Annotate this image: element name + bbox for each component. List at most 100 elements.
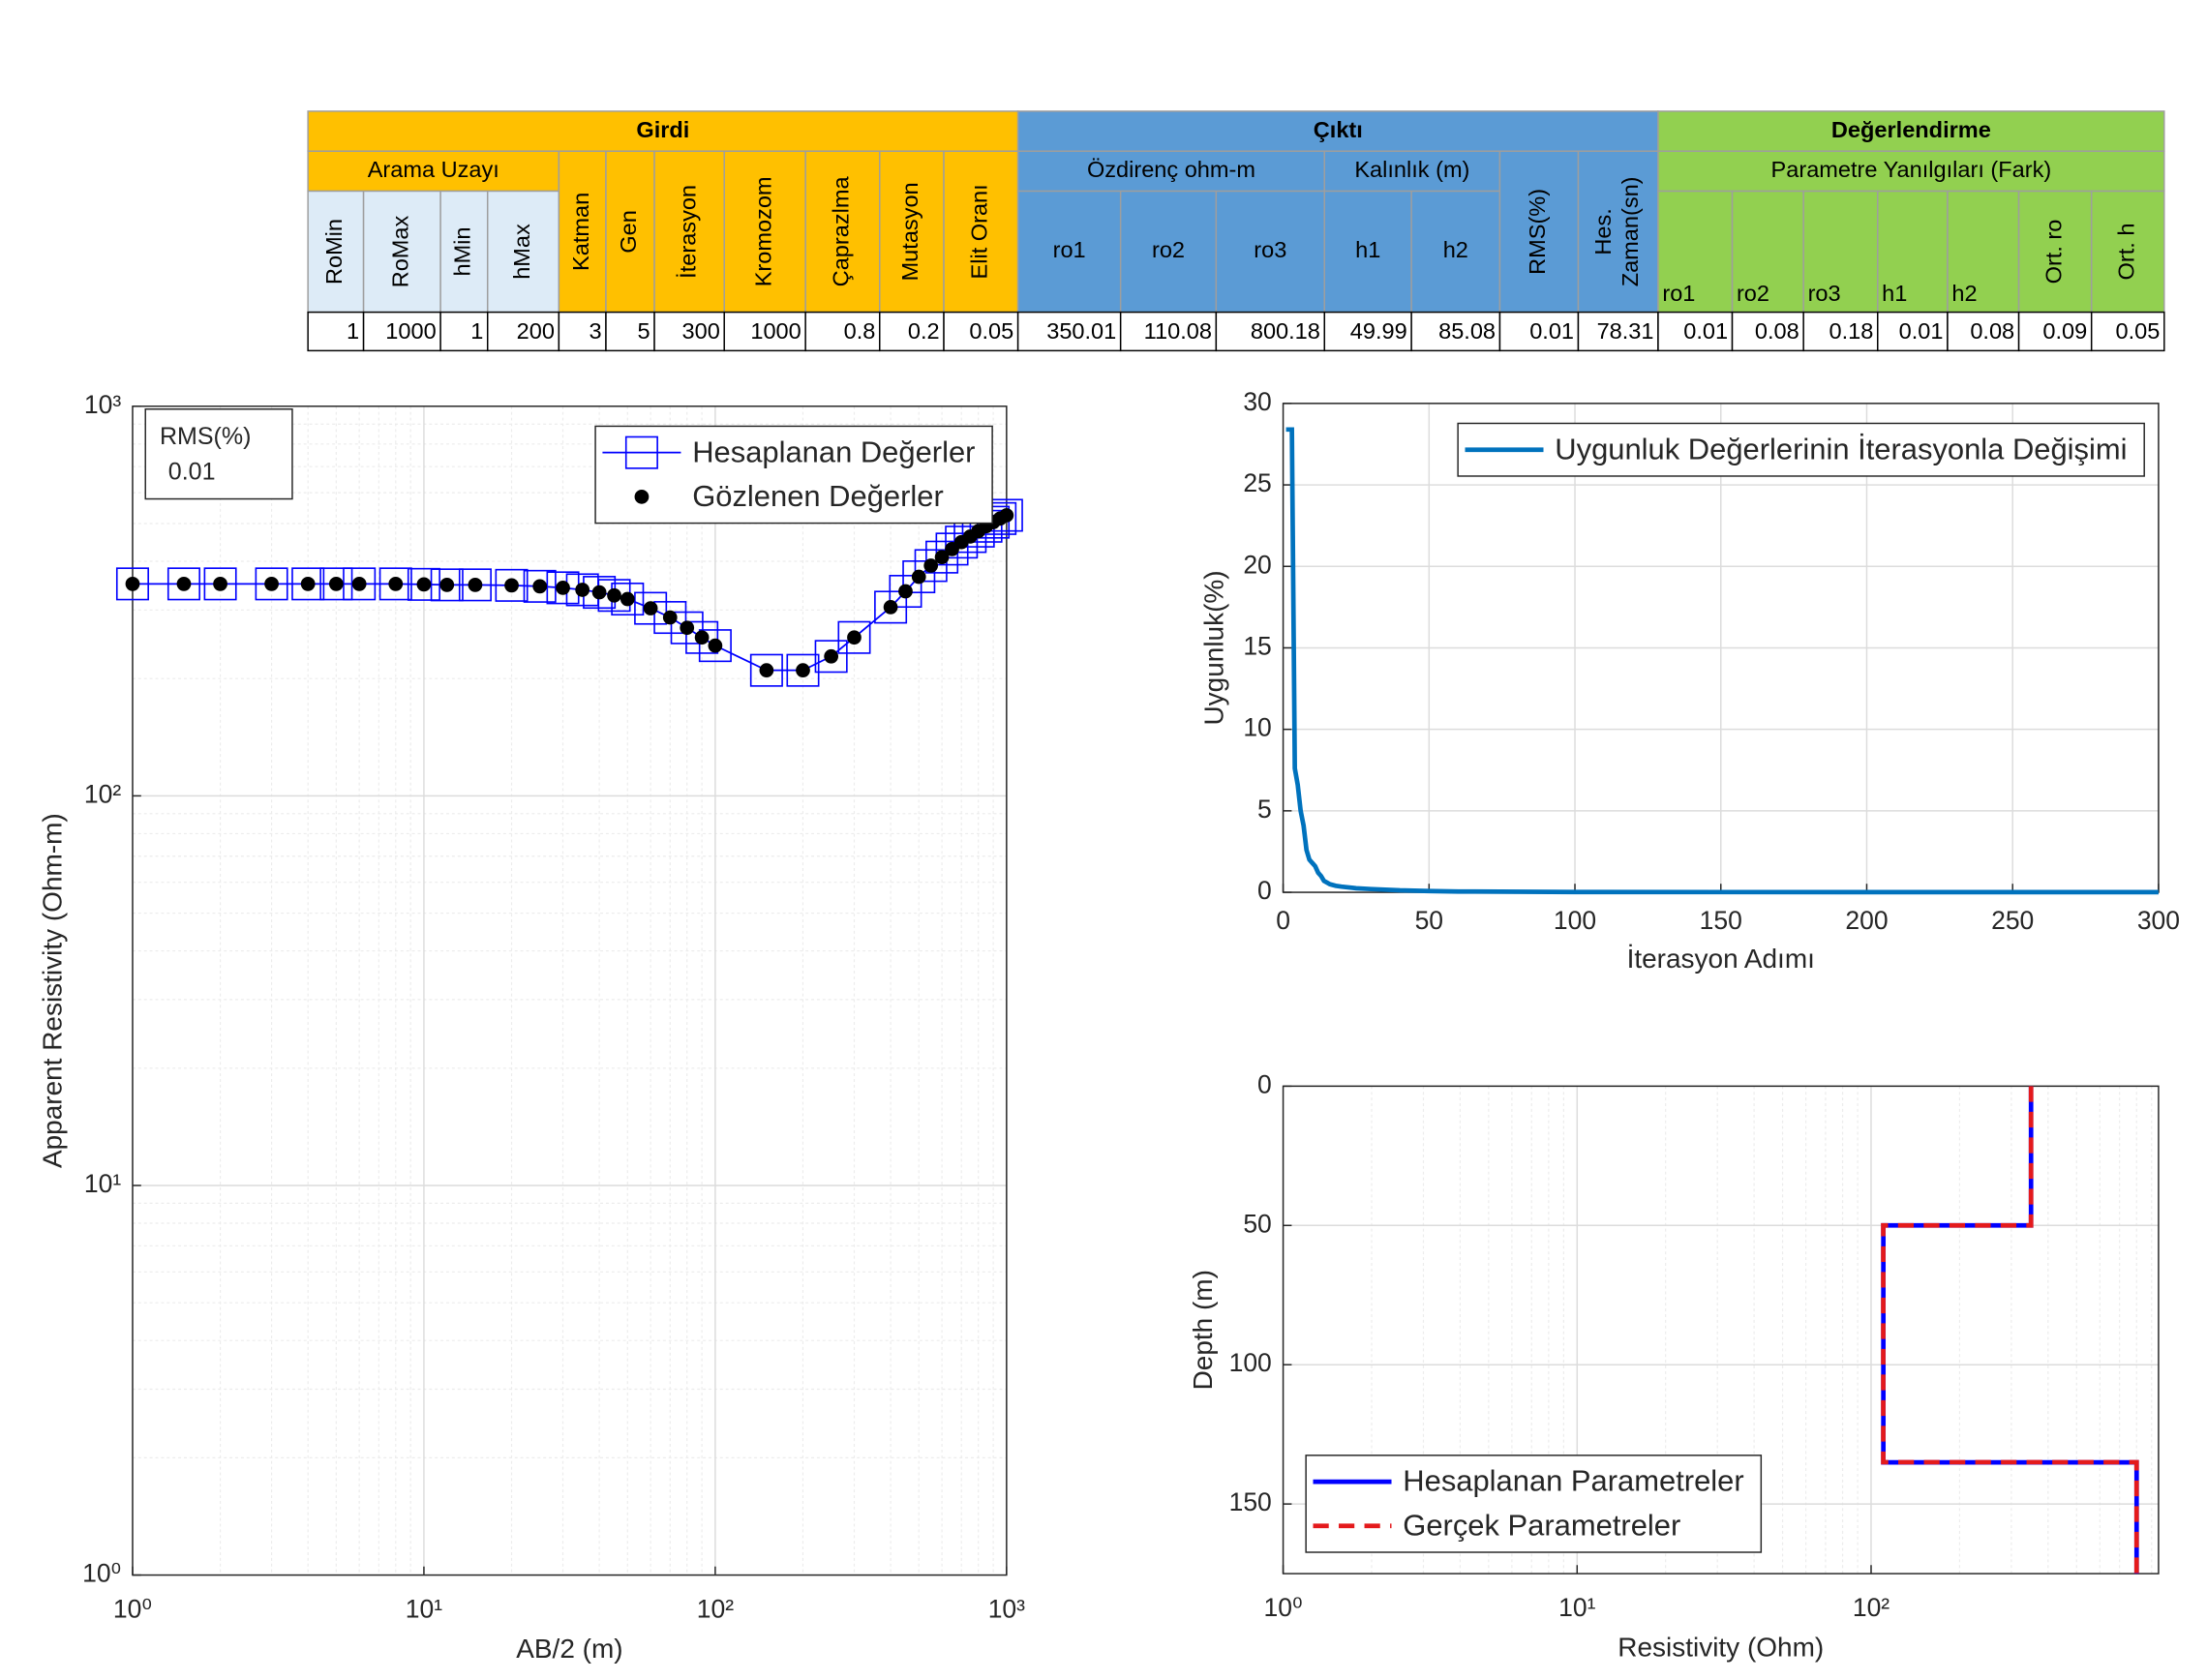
dot-marker xyxy=(796,663,810,678)
column-header: h2 xyxy=(1443,237,1468,262)
dot-marker xyxy=(680,620,695,636)
x-tick-label: 10¹ xyxy=(406,1594,442,1623)
column-header: Ort. ro xyxy=(2041,220,2066,285)
dot-marker xyxy=(575,583,590,597)
square-marker xyxy=(698,629,732,663)
x-tick-label: 150 xyxy=(1700,906,1742,935)
table-cell xyxy=(879,311,945,352)
table-cell xyxy=(558,150,607,314)
table-cell xyxy=(1731,190,1804,314)
legend-swatch xyxy=(634,489,650,504)
column-header: Kromozom xyxy=(750,176,775,286)
chart: 10⁰ 10¹ 10² 10³ 10⁰ 10¹ 10² 10³ AB/2 (m) Apparent… xyxy=(37,390,1025,1664)
axes-box xyxy=(132,405,1008,1576)
table-value: 0.08 xyxy=(1970,318,2014,344)
y-tick-label: 50 xyxy=(1243,1209,1271,1238)
table-cell xyxy=(307,190,365,314)
subgroup-header: Parametre Yanılgıları (Fark) xyxy=(1771,157,2052,182)
y-tick-label: 0 xyxy=(1257,1069,1272,1098)
y-tick-label: 25 xyxy=(1243,468,1271,497)
column-header: ro2 xyxy=(1152,237,1185,262)
dot-marker xyxy=(328,576,344,591)
dot-marker xyxy=(591,585,607,600)
dot-marker xyxy=(556,581,570,595)
y-tick-label: 10⁰ xyxy=(82,1559,121,1588)
square-marker xyxy=(378,567,412,601)
table-cell xyxy=(2017,311,2093,352)
table-cell xyxy=(307,150,560,193)
subgroup-header: Kalınlık (m) xyxy=(1354,157,1469,182)
table-cell xyxy=(362,311,441,352)
dot-marker xyxy=(824,648,839,664)
table-cell xyxy=(1498,150,1580,314)
square-marker xyxy=(653,601,687,635)
table-cell xyxy=(1577,311,1659,352)
chart: 10⁰ 10¹ 10² 0 50 100 150 Resistivity (Ohm) Depth… xyxy=(1188,1069,2160,1663)
dot-marker xyxy=(620,591,635,607)
table-value: 0.09 xyxy=(2042,318,2087,344)
x-tick-label: 10² xyxy=(697,1594,734,1623)
x-axis-label: Resistivity (Ohm) xyxy=(1617,1633,1824,1663)
legend-label: Hesaplanan Parametreler xyxy=(1403,1464,1743,1498)
dot-marker xyxy=(439,577,455,592)
table-value: 49.99 xyxy=(1350,318,1407,344)
table-cell xyxy=(1016,110,1659,152)
column-header: Ort. h xyxy=(2113,224,2138,281)
dot-marker xyxy=(300,576,316,591)
table-value: 78.31 xyxy=(1597,318,1654,344)
table-cell xyxy=(486,190,560,314)
legend-label: Uygunluk Değerlerinin İterasyonla Değişi… xyxy=(1555,432,2127,465)
table-value: 350.01 xyxy=(1046,318,1116,344)
table-cell xyxy=(307,110,1019,152)
legend: Hesaplanan Değerler Gözlenen Değerler xyxy=(594,425,993,525)
dot-marker xyxy=(264,576,279,591)
table-cell xyxy=(1947,190,2020,314)
column-header: hMin xyxy=(450,226,475,276)
square-marker xyxy=(902,560,936,594)
table-cell xyxy=(804,150,881,314)
table-cell xyxy=(723,311,806,352)
column-header: h1 xyxy=(1355,237,1380,262)
square-marker xyxy=(319,567,353,601)
dot-marker xyxy=(662,610,678,625)
table-cell xyxy=(1802,311,1879,352)
x-axis-label: İterasyon Adımı xyxy=(1627,944,1815,974)
x-tick-label: 200 xyxy=(1845,906,1888,935)
table-cell xyxy=(1657,311,1734,352)
legend-box xyxy=(1457,422,2145,477)
table-cell xyxy=(1657,110,2165,152)
square-marker xyxy=(889,575,922,609)
square-marker xyxy=(255,567,288,601)
table-cell xyxy=(2090,311,2165,352)
series-line xyxy=(1881,1086,2139,1575)
y-tick-label: 150 xyxy=(1229,1487,1272,1516)
column-header: Hes. xyxy=(1590,208,1616,255)
dot-marker xyxy=(911,569,926,585)
table-value: 0.01 xyxy=(1529,318,1574,344)
axes-box xyxy=(1282,1085,2160,1575)
dot-marker xyxy=(351,576,367,591)
table-value: 0.8 xyxy=(844,318,876,344)
y-tick-label: 100 xyxy=(1229,1348,1272,1377)
table-cell xyxy=(1410,311,1501,352)
square-marker xyxy=(685,620,719,654)
dot-marker xyxy=(694,630,710,645)
dot-marker xyxy=(607,587,621,603)
parameter-table: RoMin RoMax hMin hMax Arama Uzayı Katman Gen İt… xyxy=(307,110,2165,352)
table-cell xyxy=(1877,311,1949,352)
table-cell xyxy=(2017,190,2093,314)
dot-marker xyxy=(532,579,548,594)
square-marker xyxy=(343,567,377,601)
x-axis-label: AB/2 (m) xyxy=(516,1634,622,1664)
table-value: 1000 xyxy=(750,318,801,344)
column-header: Katman xyxy=(568,193,593,271)
square-marker xyxy=(291,567,325,601)
square-marker xyxy=(814,640,848,674)
legend: Uygunluk Değerlerinin İterasyonla Değişi… xyxy=(1457,422,2145,477)
subgroup-header: Arama Uzayı xyxy=(368,157,499,182)
legend-label: Gözlenen Değerler xyxy=(692,479,944,513)
column-header: ro3 xyxy=(1808,281,1841,306)
y-tick-label: 10¹ xyxy=(84,1169,121,1198)
legend-box xyxy=(594,425,993,525)
dot-marker xyxy=(847,630,862,645)
